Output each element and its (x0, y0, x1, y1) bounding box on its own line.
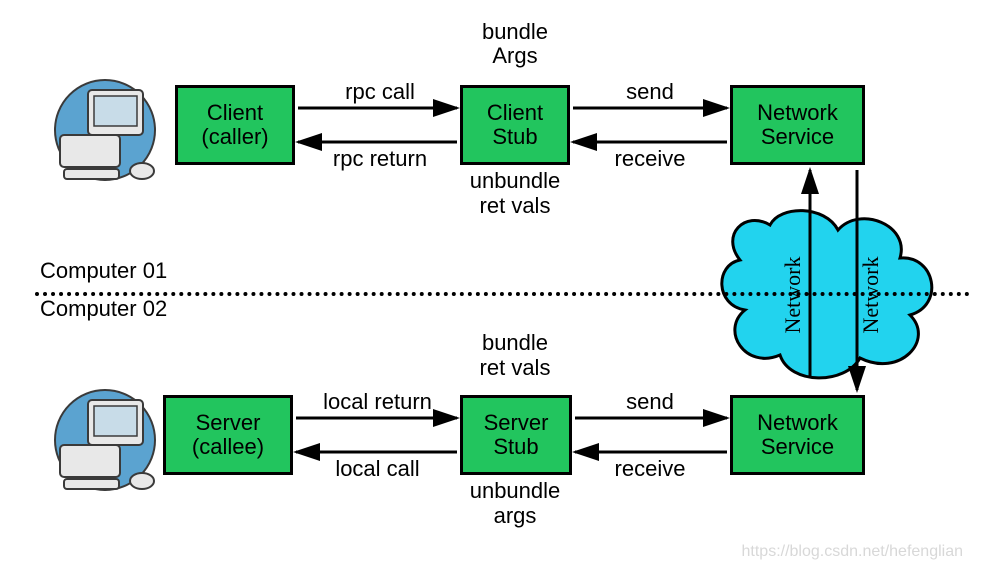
rpc-diagram: Network Network (0, 0, 981, 573)
label-local-call: local call (300, 456, 455, 482)
clientstub-line2: Stub (492, 125, 537, 149)
network-cloud: Network Network (722, 170, 932, 390)
net1-line1: Network (757, 101, 838, 125)
serverstub-line2: Stub (493, 435, 538, 459)
computer-icon-1 (55, 80, 155, 180)
serverstub-top-note: bundle ret vals (455, 330, 575, 381)
label-receive-1: receive (585, 146, 715, 172)
client-stub-box: Client Stub (460, 85, 570, 165)
label-receive-2: receive (585, 456, 715, 482)
label-send-1: send (585, 79, 715, 105)
client-line1: Client (207, 101, 263, 125)
client-box: Client (caller) (175, 85, 295, 165)
label-rpc-call: rpc call (310, 79, 450, 105)
serverstub-bottom-note: unbundle args (460, 478, 570, 529)
net2-line2: Service (761, 435, 834, 459)
divider-line (35, 292, 970, 296)
computer-02-label: Computer 02 (40, 296, 167, 322)
label-send-2: send (585, 389, 715, 415)
net1-line2: Service (761, 125, 834, 149)
label-local-return: local return (300, 389, 455, 415)
clientstub-line1: Client (487, 101, 543, 125)
client-line2: (caller) (201, 125, 268, 149)
arrows-row1-right (573, 108, 727, 142)
arrows-row1-left (298, 108, 457, 142)
clientstub-top-note: bundle Args (460, 20, 570, 68)
server-box: Server (callee) (163, 395, 293, 475)
server-line2: (callee) (192, 435, 264, 459)
serverstub-line1: Server (484, 411, 549, 435)
clientstub-bottom-note: unbundle ret vals (455, 168, 575, 219)
arrows-row2-right (575, 418, 727, 452)
label-rpc-return: rpc return (310, 146, 450, 172)
server-stub-box: Server Stub (460, 395, 572, 475)
network-service-box-1: Network Service (730, 85, 865, 165)
server-line1: Server (196, 411, 261, 435)
computer-icon-2 (55, 390, 155, 490)
net2-line1: Network (757, 411, 838, 435)
watermark-text: https://blog.csdn.net/hefenglian (742, 543, 964, 561)
computer-01-label: Computer 01 (40, 258, 167, 284)
arrows-row2-left (296, 418, 457, 452)
network-service-box-2: Network Service (730, 395, 865, 475)
